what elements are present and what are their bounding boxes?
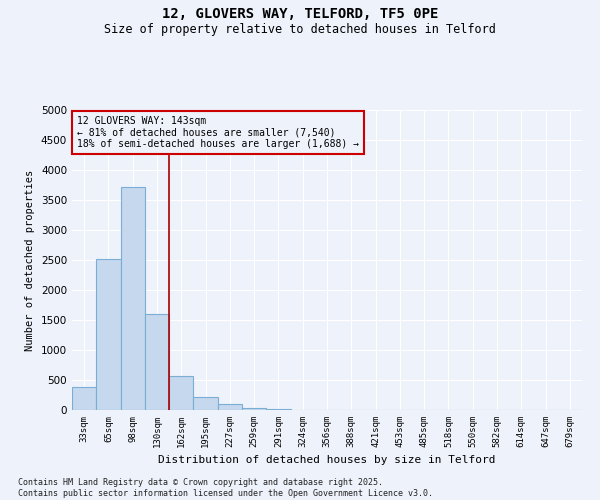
Bar: [242, 408, 266, 410]
Text: Contains HM Land Registry data © Crown copyright and database right 2025.
Contai: Contains HM Land Registry data © Crown c…: [18, 478, 433, 498]
Text: Size of property relative to detached houses in Telford: Size of property relative to detached ho…: [104, 22, 496, 36]
Bar: [193, 397, 218, 410]
Bar: [145, 314, 169, 410]
Text: 12, GLOVERS WAY, TELFORD, TF5 0PE: 12, GLOVERS WAY, TELFORD, TF5 0PE: [162, 8, 438, 22]
Bar: [218, 404, 242, 410]
Bar: [169, 376, 193, 410]
Bar: [72, 387, 96, 410]
X-axis label: Distribution of detached houses by size in Telford: Distribution of detached houses by size …: [158, 456, 496, 466]
Text: 12 GLOVERS WAY: 143sqm
← 81% of detached houses are smaller (7,540)
18% of semi-: 12 GLOVERS WAY: 143sqm ← 81% of detached…: [77, 116, 359, 149]
Bar: [96, 259, 121, 410]
Y-axis label: Number of detached properties: Number of detached properties: [25, 170, 35, 350]
Bar: [121, 187, 145, 410]
